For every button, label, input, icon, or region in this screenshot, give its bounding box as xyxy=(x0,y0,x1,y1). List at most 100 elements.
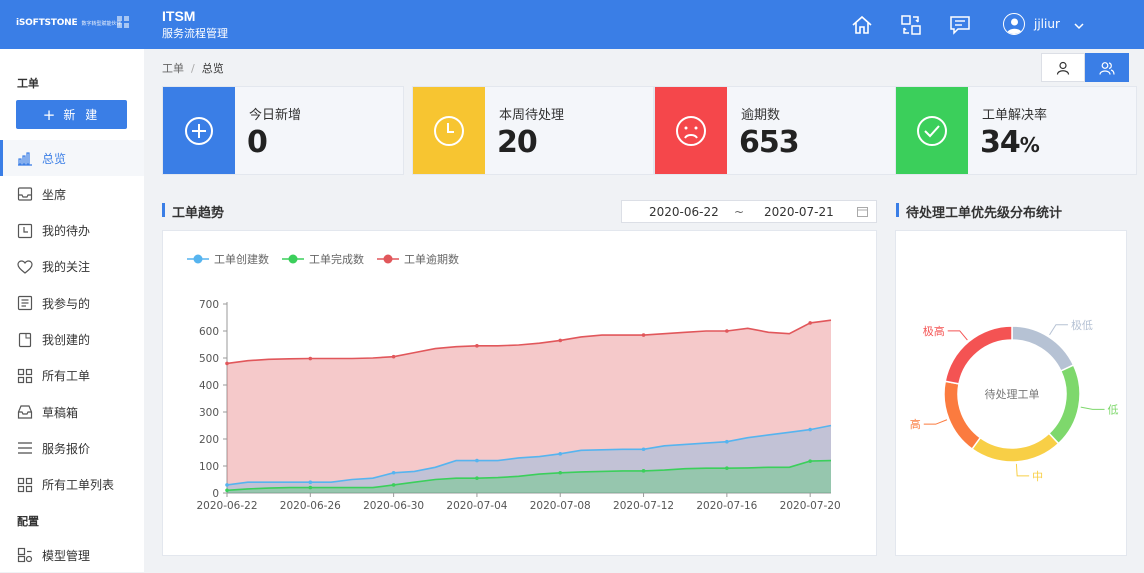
donut-slice-3[interactable] xyxy=(943,380,982,451)
legend-item-2[interactable]: 工单逾期数 xyxy=(377,252,459,266)
stat-unit: % xyxy=(1019,133,1040,157)
stat-card-2[interactable]: 逾期数 653 xyxy=(654,86,896,175)
legend-label: 工单完成数 xyxy=(309,252,364,266)
data-point[interactable] xyxy=(391,354,396,359)
stat-card-0[interactable]: 今日新增 0 xyxy=(162,86,404,175)
sidebar-item-main-3[interactable]: 我的关注 xyxy=(0,249,144,285)
donut-slice-1[interactable] xyxy=(1047,364,1081,445)
x-tick-label: 2020-07-08 xyxy=(530,500,591,512)
legend-item-0[interactable]: 工单创建数 xyxy=(187,252,269,266)
date-end: 2020-07-21 xyxy=(764,205,834,219)
data-point[interactable] xyxy=(475,476,479,480)
data-point[interactable] xyxy=(558,452,563,456)
sidebar-item-main-2[interactable]: 我的待办 xyxy=(0,213,144,249)
data-point[interactable] xyxy=(225,483,229,487)
sidebar-item-main-9[interactable]: 所有工单列表 xyxy=(0,467,144,503)
data-point[interactable] xyxy=(641,469,646,473)
sidebar-item-main-5[interactable]: 我创建的 xyxy=(0,322,144,358)
sidebar-item-main-1[interactable]: 坐席 xyxy=(0,176,144,212)
y-tick-label: 600 xyxy=(199,326,219,338)
data-point[interactable] xyxy=(558,470,563,475)
data-point[interactable] xyxy=(308,485,313,490)
data-point[interactable] xyxy=(308,356,313,361)
donut-slice-0[interactable] xyxy=(1011,325,1075,373)
x-tick-label: 2020-07-16 xyxy=(696,500,757,512)
y-tick-label: 500 xyxy=(199,353,219,365)
slice-label: 中 xyxy=(1032,470,1043,483)
label-leader-line xyxy=(1049,324,1068,336)
y-tick-label: 400 xyxy=(199,380,219,392)
stat-label: 本周待处理 xyxy=(499,108,565,123)
breadcrumb: 工单 / 总览 xyxy=(162,60,224,76)
x-tick-label: 2020-06-22 xyxy=(196,500,257,512)
y-tick-label: 200 xyxy=(199,434,219,446)
data-point[interactable] xyxy=(225,361,229,366)
data-point[interactable] xyxy=(308,480,313,484)
plus-icon: + xyxy=(42,105,56,124)
team-view-button[interactable] xyxy=(1085,53,1129,82)
trend-title: 工单趋势 xyxy=(162,202,224,221)
tray-icon xyxy=(17,404,33,420)
data-point[interactable] xyxy=(475,344,479,348)
data-point[interactable] xyxy=(475,458,479,463)
home-icon[interactable] xyxy=(851,14,873,36)
personal-view-button[interactable] xyxy=(1041,53,1085,82)
donut-slice-4[interactable] xyxy=(944,325,1013,385)
breadcrumb-root[interactable]: 工单 xyxy=(162,62,184,75)
label-leader-line xyxy=(947,330,968,341)
legend-item-1[interactable]: 工单完成数 xyxy=(282,252,364,266)
file-icon xyxy=(17,332,33,348)
slice-label: 极高 xyxy=(923,324,945,338)
sidebar-item-main-4[interactable]: 我参与的 xyxy=(0,285,144,321)
sidebar-item-label: 我的关注 xyxy=(42,260,91,275)
chevron-down-icon[interactable] xyxy=(1074,15,1084,34)
series-area-0 xyxy=(227,425,831,493)
date-range-picker[interactable]: 2020-06-22 ~ 2020-07-21 xyxy=(621,200,877,223)
new-ticket-label: 新 建 xyxy=(63,108,101,122)
app-grid-icon[interactable] xyxy=(117,16,129,28)
stat-label: 工单解决率 xyxy=(982,108,1048,123)
date-separator: ~ xyxy=(734,205,745,219)
priority-chart-panel: 极低低中 高 极高 待处理工单 xyxy=(895,230,1127,556)
data-point[interactable] xyxy=(725,439,729,444)
stat-value: 20 xyxy=(497,125,538,160)
top-header: iSOFTSTONE 数字转型赋能伙伴 ITSM 服务流程管理 jjliur xyxy=(0,0,1144,49)
new-ticket-button[interactable]: + 新 建 xyxy=(16,100,127,129)
sidebar-item-label: 我的待办 xyxy=(42,224,91,239)
user-menu[interactable]: jjliur xyxy=(1003,13,1084,35)
stat-value: 653 xyxy=(739,125,800,160)
message-icon[interactable] xyxy=(949,14,971,36)
data-point[interactable] xyxy=(641,333,646,337)
data-point[interactable] xyxy=(641,447,646,452)
stat-card-1[interactable]: 本周待处理 20 xyxy=(412,86,654,175)
data-point[interactable] xyxy=(391,470,396,475)
app-subtitle: 服务流程管理 xyxy=(162,27,228,40)
brand-logo[interactable]: iSOFTSTONE 数字转型赋能伙伴 xyxy=(16,13,121,33)
stat-label: 今日新增 xyxy=(249,108,302,123)
data-point[interactable] xyxy=(725,466,729,470)
sidebar-item-main-0[interactable]: 总览 xyxy=(0,140,144,176)
data-point[interactable] xyxy=(558,338,563,343)
label-leader-line xyxy=(1080,406,1105,410)
data-point[interactable] xyxy=(725,329,729,333)
data-point[interactable] xyxy=(808,459,812,463)
label-leader-line xyxy=(923,419,948,425)
switch-icon[interactable] xyxy=(900,14,922,36)
data-point[interactable] xyxy=(808,427,812,432)
trend-chart: 工单创建数 工单完成数 工单逾期数 0 100 200 300 400 500 600 700 202… xyxy=(187,252,841,512)
sidebar-item-cfg-0[interactable]: 模型管理 xyxy=(0,537,144,573)
data-point[interactable] xyxy=(808,321,812,325)
sidebar: 工单 + 新 建 总览 坐席 我的待办 我的关注 我参与的 我创建的 所有工单 草稿箱 服务报价… xyxy=(0,49,144,572)
stat-card-3[interactable]: 工单解决率 34% xyxy=(895,86,1137,175)
data-point[interactable] xyxy=(391,483,396,487)
donut-slice-2[interactable] xyxy=(970,432,1060,463)
series-area-1 xyxy=(227,460,831,493)
sidebar-item-main-7[interactable]: 草稿箱 xyxy=(0,394,144,430)
data-point[interactable] xyxy=(225,488,229,493)
sidebar-item-main-6[interactable]: 所有工单 xyxy=(0,358,144,394)
plus-circle-icon xyxy=(163,87,235,174)
x-tick-label: 2020-07-12 xyxy=(613,500,674,512)
sidebar-item-main-8[interactable]: 服务报价 xyxy=(0,430,144,466)
section-label-config: 配置 xyxy=(17,515,39,528)
model-icon xyxy=(17,547,33,563)
